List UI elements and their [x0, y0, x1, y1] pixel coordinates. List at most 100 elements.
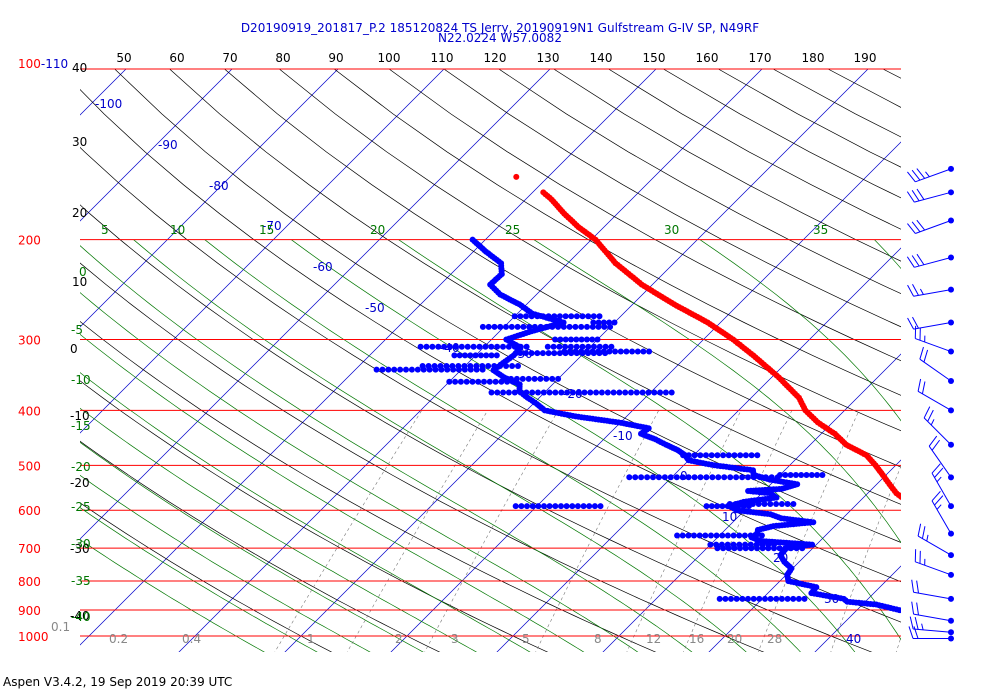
temperature-point [976, 591, 982, 597]
wind-barb-flag [911, 601, 915, 615]
wind-barb-flag [936, 504, 942, 510]
isobar-label: 1000 [18, 630, 49, 644]
dewpoint-point [515, 363, 521, 369]
dry-adiabat-line [80, 502, 333, 652]
temperature-point [968, 584, 974, 590]
temperature-point [940, 559, 946, 565]
dewpoint-point [578, 336, 585, 343]
dewpoint-point [443, 363, 450, 369]
wind-barb-flag [906, 256, 915, 268]
moist-adiabat-label: -30 [71, 537, 91, 551]
dewpoint-point [612, 348, 619, 355]
mixing-ratio-line [895, 636, 901, 652]
dry-adiabat-line [772, 69, 901, 138]
wind-barb-shaft [931, 472, 952, 507]
dewpoint-point [709, 474, 716, 481]
temperature-point [974, 589, 980, 595]
wind-barb [919, 346, 954, 384]
dewpoint-point [541, 503, 547, 510]
temperature-point [540, 189, 547, 196]
dewpoint-point [517, 343, 524, 350]
dewpoint-point [713, 532, 720, 539]
dewpoint-point [819, 472, 826, 478]
temperature-point [935, 554, 941, 560]
dewpoint-point [907, 609, 913, 615]
isobar-label: 800 [18, 575, 41, 589]
dewpoint-point [557, 336, 564, 343]
temperature-point [976, 616, 982, 622]
dewpoint-point [519, 375, 526, 382]
dewpoint-point [680, 452, 687, 459]
moist-adiabat-line [80, 407, 477, 652]
dewpoint-point [905, 608, 911, 614]
dewpoint-point [523, 350, 529, 357]
dewpoint-point [736, 532, 743, 539]
dewpoint-point [606, 319, 613, 326]
dewpoint-point [546, 503, 553, 510]
mixing-ratio-line [981, 410, 1000, 659]
moist-adiabat-line [80, 441, 424, 652]
dewpoint-point [590, 350, 597, 357]
dewpoint-point [610, 389, 617, 396]
dewpoint-point [580, 503, 587, 510]
moist-adiabat-line [80, 245, 693, 652]
dewpoint-point [732, 501, 739, 507]
top-axis-tick: 70 [222, 51, 237, 65]
dewpoint-point [600, 319, 607, 326]
temperature-point [971, 600, 977, 606]
temperature-point [973, 598, 979, 604]
dewpoint-point [549, 323, 556, 330]
dewpoint-point [602, 343, 609, 350]
dewpoint-point [778, 501, 785, 507]
dewpoint-point [488, 343, 495, 350]
dewpoint-point [589, 323, 596, 330]
dewpoint-point [679, 532, 686, 539]
isotherm-label: -90 [158, 138, 178, 152]
wind-barb-flag [917, 378, 922, 392]
wind-barb-flag [919, 288, 924, 295]
dewpoint-point [697, 452, 704, 459]
dewpoint-point [589, 336, 596, 343]
isobar-label: 400 [18, 404, 41, 418]
dewpoint-point [679, 474, 686, 481]
dewpoint-point [596, 313, 603, 320]
dewpoint-point [940, 623, 946, 629]
dewpoint-point [494, 343, 501, 350]
dewpoint-point [419, 363, 426, 369]
dewpoint-point [517, 389, 524, 396]
temperature-point [909, 503, 915, 509]
mixing-ratio-label: 8 [594, 632, 602, 646]
dry-adiabat-line [169, 69, 901, 505]
top-axis-tick: 50 [116, 51, 131, 65]
dewpoint-point [651, 389, 658, 396]
moist-adiabat-label: -20 [71, 460, 91, 474]
moist-adiabat-line [204, 239, 801, 652]
dewpoint-point [558, 389, 565, 396]
altitude-label: 10 [72, 275, 87, 289]
dewpoint-point [708, 503, 715, 510]
dewpoint-point [545, 313, 552, 320]
dewpoint-point [782, 472, 789, 478]
wind-barb-shaft [919, 358, 952, 382]
dewpoint-point [646, 348, 653, 355]
temperature-point [912, 507, 918, 513]
top-axis-tick: 160 [696, 51, 719, 65]
top-axis-tick: 190 [854, 51, 877, 65]
dewpoint-point [616, 389, 623, 396]
temperature-point [933, 552, 939, 558]
moist-adiabat-label: 30 [664, 223, 679, 237]
dewpoint-point [727, 474, 734, 481]
wind-barb-flag [927, 409, 934, 422]
dewpoint-point [524, 503, 530, 510]
dewpoint-point [497, 363, 504, 369]
dewpoint-point [787, 545, 794, 552]
dewpoint-point [520, 323, 527, 330]
dewpoint-point [737, 452, 744, 459]
dewpoint-point [674, 532, 681, 539]
dewpoint-point [441, 343, 448, 350]
dewpoint-point [447, 343, 453, 350]
top-axis-tick: 110 [431, 51, 454, 65]
top-axis-tick: 130 [537, 51, 560, 65]
dewpoint-point [479, 323, 486, 330]
